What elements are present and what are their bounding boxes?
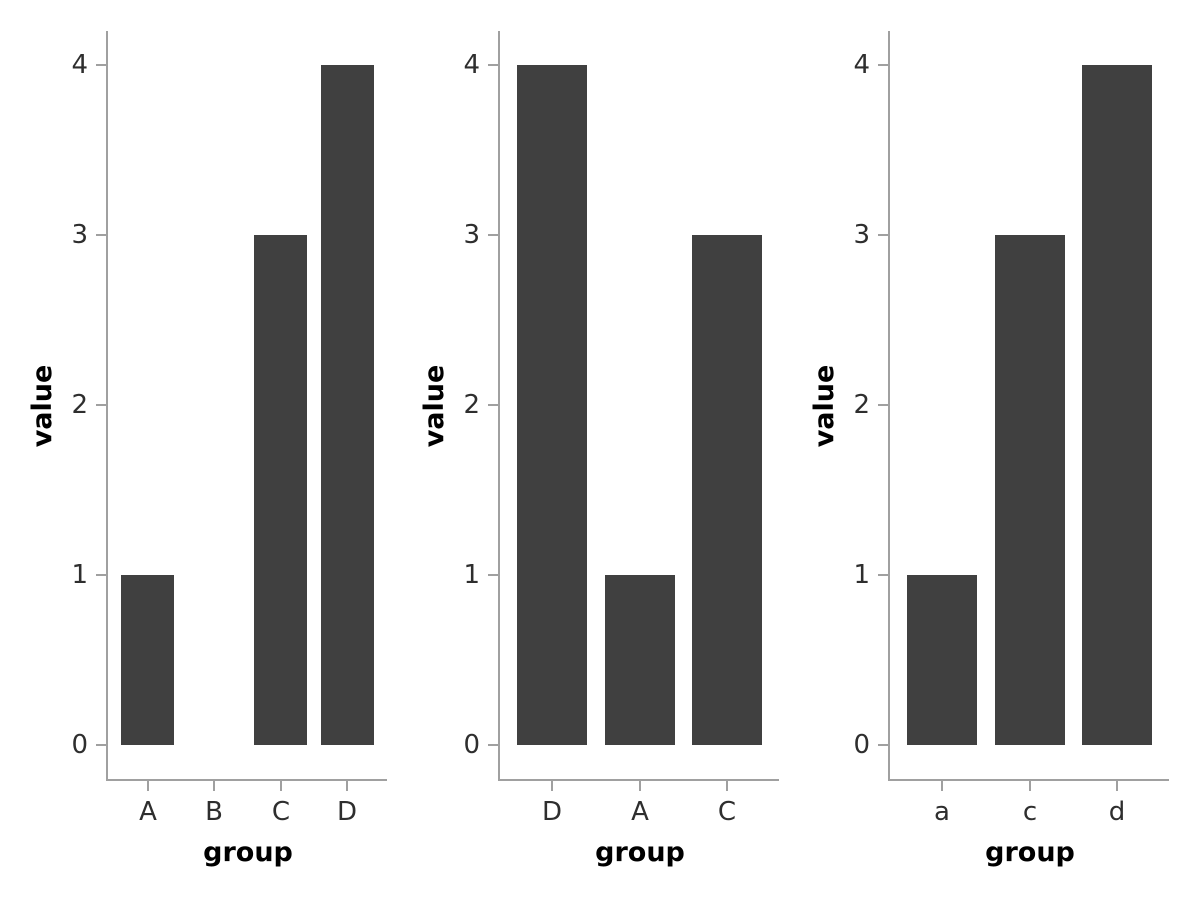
bar-A <box>121 575 174 745</box>
bar-C <box>254 235 307 745</box>
x-tick-label: A <box>139 797 157 827</box>
y-tick-label: 4 <box>463 50 480 80</box>
x-tick-label: A <box>631 797 649 827</box>
y-tick-label: 3 <box>71 220 88 250</box>
x-tick-label: c <box>1022 797 1038 827</box>
y-tick <box>96 404 106 406</box>
bar-A <box>605 575 675 745</box>
y-tick <box>878 234 888 236</box>
y-tick-label: 3 <box>463 220 480 250</box>
y-tick <box>96 574 106 576</box>
x-tick-label: d <box>1108 797 1126 827</box>
y-tick <box>96 744 106 746</box>
y-tick-label: 2 <box>71 390 88 420</box>
y-tick <box>488 64 498 66</box>
bar-C <box>692 235 762 745</box>
y-tick-label: 1 <box>463 560 480 590</box>
y-tick <box>488 404 498 406</box>
x-axis-title: group <box>985 837 1075 868</box>
y-tick <box>488 574 498 576</box>
y-tick <box>878 574 888 576</box>
x-tick <box>213 781 215 791</box>
x-axis-title: group <box>595 837 685 868</box>
bar-D <box>517 65 587 745</box>
y-tick <box>96 234 106 236</box>
y-tick <box>96 64 106 66</box>
x-axis-title: group <box>203 837 293 868</box>
x-tick-label: C <box>717 797 737 827</box>
y-tick-label: 0 <box>853 730 870 760</box>
x-tick <box>147 781 149 791</box>
x-tick <box>941 781 943 791</box>
x-tick-label: B <box>205 797 223 827</box>
y-axis-title: value <box>419 364 450 448</box>
bar-D <box>321 65 374 745</box>
x-tick <box>551 781 553 791</box>
x-tick <box>1116 781 1118 791</box>
x-tick-label: D <box>541 797 563 827</box>
x-tick-label: a <box>934 797 950 827</box>
y-tick <box>878 404 888 406</box>
y-tick-label: 3 <box>853 220 870 250</box>
plot-area: 0 1 2 3 4 D A C <box>463 31 779 827</box>
x-tick-label: D <box>336 797 358 827</box>
y-axis-title: value <box>27 364 58 448</box>
bar-a <box>907 575 977 745</box>
y-tick <box>878 744 888 746</box>
x-tick <box>1029 781 1031 791</box>
y-tick-label: 0 <box>71 730 88 760</box>
y-tick-label: 1 <box>71 560 88 590</box>
y-tick-label: 0 <box>463 730 480 760</box>
x-tick <box>346 781 348 791</box>
x-tick <box>280 781 282 791</box>
y-tick-label: 1 <box>853 560 870 590</box>
plot-area: 0 1 2 3 4 A B C D <box>71 31 387 827</box>
x-tick-label: C <box>271 797 291 827</box>
plot-area: 0 1 2 3 4 a c d <box>853 31 1169 827</box>
bar-c <box>995 235 1065 745</box>
y-tick-label: 2 <box>463 390 480 420</box>
x-tick <box>726 781 728 791</box>
y-axis-title: value <box>809 364 840 448</box>
y-tick-label: 4 <box>71 50 88 80</box>
y-tick <box>878 64 888 66</box>
y-tick <box>488 744 498 746</box>
x-tick <box>639 781 641 791</box>
bar-d <box>1082 65 1152 745</box>
y-tick <box>488 234 498 236</box>
y-tick-label: 4 <box>853 50 870 80</box>
y-tick-label: 2 <box>853 390 870 420</box>
